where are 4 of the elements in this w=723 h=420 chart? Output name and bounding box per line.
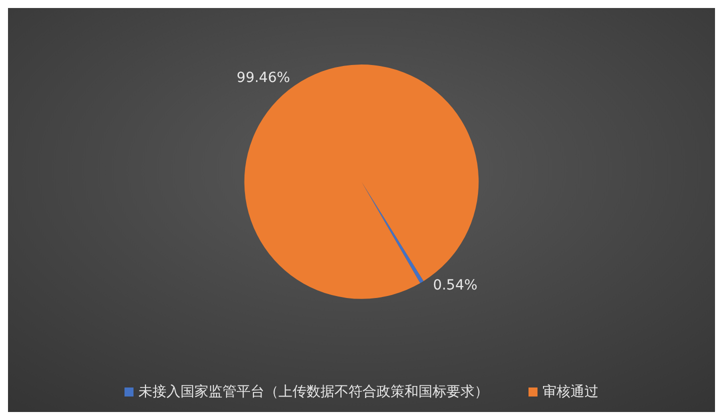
legend-label: 未接入国家监管平台（上传数据不符合政策和国标要求） bbox=[138, 384, 488, 400]
data-label: 99.46% bbox=[236, 70, 290, 86]
data-label: 0.54% bbox=[432, 278, 478, 294]
legend-label: 审核通过 bbox=[542, 384, 598, 400]
